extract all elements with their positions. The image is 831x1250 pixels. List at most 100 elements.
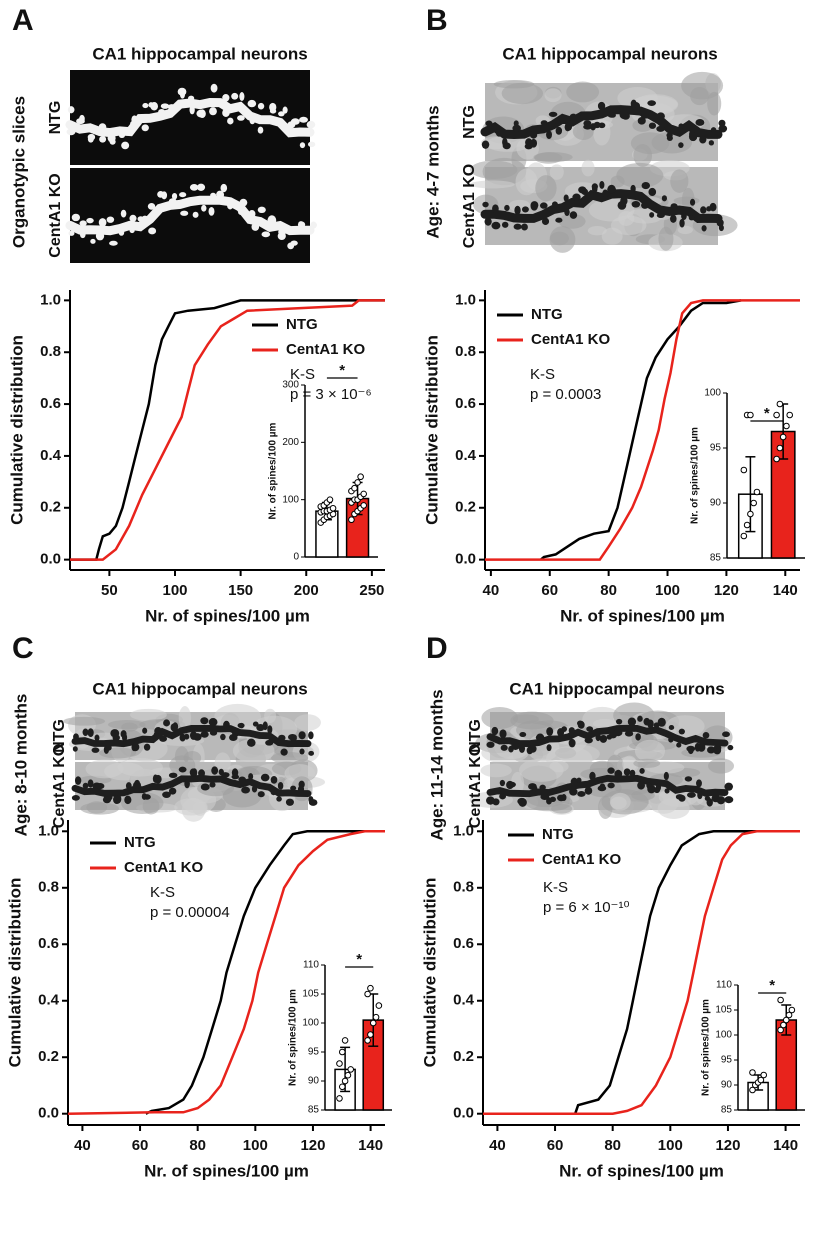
spine: [484, 217, 492, 226]
micrograph-texture: [657, 798, 690, 819]
spine: [290, 785, 297, 791]
spine: [591, 183, 598, 191]
micrograph-texture: [708, 758, 735, 774]
spine: [688, 215, 695, 221]
spine: [231, 768, 239, 778]
micrograph-texture: [535, 175, 557, 202]
data-point: [747, 510, 754, 518]
data-point: [785, 1011, 793, 1019]
spine: [257, 126, 264, 134]
inset-y-tick-label: 200: [282, 437, 299, 448]
spine: [647, 719, 654, 729]
spine: [73, 733, 79, 741]
spine: [210, 83, 218, 93]
spine: [531, 785, 538, 792]
spine: [639, 768, 645, 774]
inset-y-tick-label: 85: [308, 1105, 320, 1116]
spine: [290, 118, 300, 125]
data-point: [777, 996, 784, 1004]
data-point: [341, 1037, 349, 1044]
cdf-line: [540, 299, 742, 561]
spine: [98, 123, 107, 131]
spine: [700, 206, 707, 214]
spine: [106, 216, 115, 223]
dendrite: [65, 97, 315, 138]
spine: [153, 731, 159, 738]
spine: [681, 212, 687, 220]
x-tick-label: 50: [101, 582, 118, 599]
y-tick-label: 0.0: [38, 1105, 59, 1122]
spine: [689, 198, 696, 206]
spine: [561, 726, 568, 733]
stat-annotation: K-S: [150, 884, 175, 901]
y-axis-title: Cumulative distribution: [7, 335, 26, 525]
spine: [499, 793, 507, 800]
micrograph-texture: [551, 803, 573, 814]
spine: [482, 201, 489, 208]
spine: [568, 727, 575, 734]
cdf-line: [70, 299, 385, 561]
dendrite: [486, 774, 729, 798]
micrograph-texture: [480, 763, 512, 778]
stat-annotation: K-S: [530, 366, 555, 383]
spine: [649, 212, 655, 218]
spine: [648, 122, 657, 129]
spine: [209, 730, 218, 736]
spine: [297, 221, 305, 229]
spine: [94, 734, 100, 742]
spine: [179, 192, 187, 198]
spine: [188, 95, 195, 101]
data-point: [749, 1069, 756, 1076]
spine: [130, 120, 137, 127]
x-tick-label: 40: [489, 1137, 506, 1154]
spine: [624, 730, 634, 737]
significance-star: *: [339, 362, 345, 379]
spine: [87, 135, 94, 143]
data-point: [753, 488, 761, 496]
y-axis-title: Cumulative distribution: [420, 878, 439, 1068]
spine: [82, 728, 89, 736]
spine: [252, 721, 259, 727]
spine: [134, 779, 140, 786]
y-tick-label: 1.0: [38, 822, 59, 839]
spine: [586, 726, 594, 732]
data-point: [773, 455, 780, 463]
spine: [237, 722, 245, 729]
spine: [306, 120, 316, 129]
y-tick-label: 0.4: [455, 447, 477, 464]
spine: [118, 132, 126, 139]
image-row-label: CentA1 KO: [51, 744, 68, 828]
spine: [201, 204, 207, 212]
dendrite: [65, 195, 315, 236]
spine: [288, 733, 297, 741]
inset-y-title: Nr. of spines/100 µm: [690, 427, 701, 524]
spine: [502, 142, 511, 150]
image-row-label: NTG: [51, 719, 68, 753]
spine: [141, 124, 149, 132]
inset-y-tick-label: 110: [303, 960, 319, 971]
spine: [310, 221, 317, 229]
spine: [684, 776, 693, 782]
spine: [664, 788, 670, 794]
y-tick-label: 1.0: [40, 291, 61, 308]
spine: [598, 122, 606, 129]
spine: [499, 779, 506, 787]
image-row-label: NTG: [47, 101, 64, 135]
data-point: [367, 1031, 374, 1038]
spine: [710, 127, 717, 133]
spine: [718, 124, 728, 133]
spine: [696, 779, 702, 788]
spine: [704, 795, 711, 802]
spine: [656, 212, 665, 219]
spine: [569, 211, 578, 219]
spine: [513, 223, 522, 230]
spine: [637, 781, 645, 790]
x-tick-label: 150: [228, 582, 253, 599]
y-tick-label: 0.0: [455, 551, 476, 568]
spine: [555, 217, 563, 223]
spine: [701, 225, 707, 232]
spine: [713, 745, 722, 755]
spine: [200, 717, 209, 725]
inset-y-tick-label: 100: [302, 1018, 319, 1029]
spine: [267, 725, 273, 734]
